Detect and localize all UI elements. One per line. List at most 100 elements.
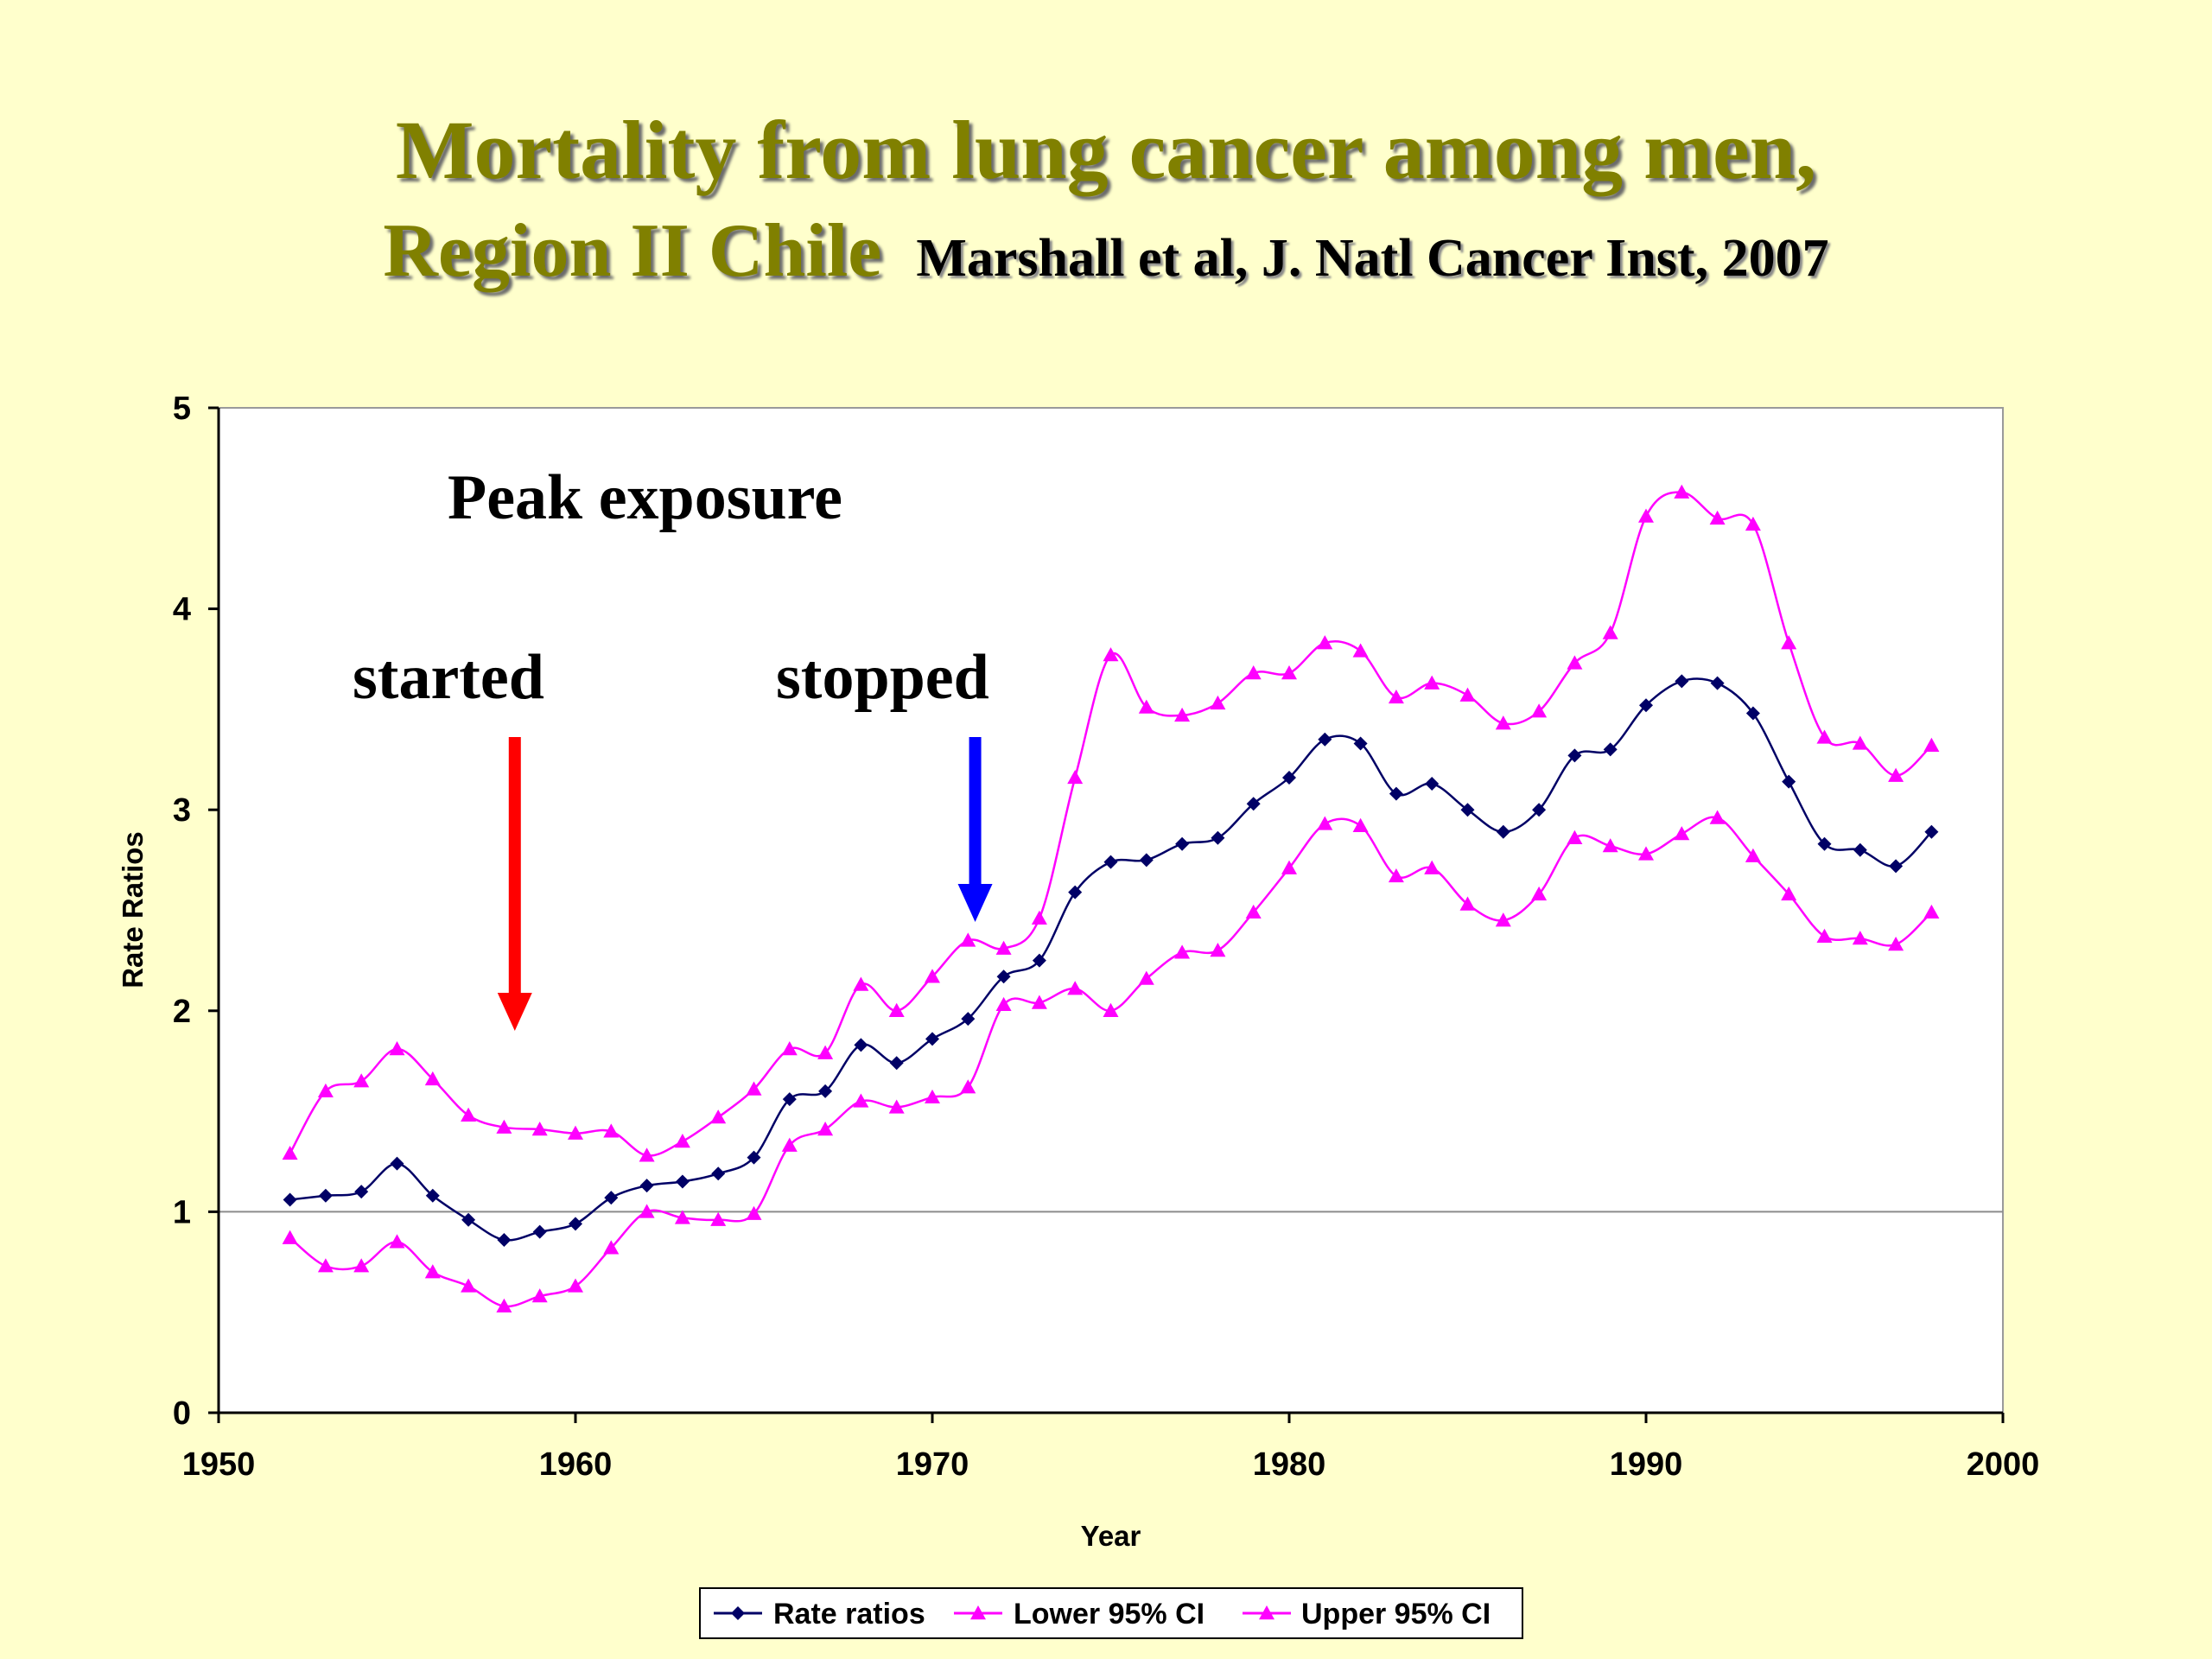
data-point [746, 1081, 762, 1096]
data-point [1675, 674, 1689, 689]
legend-label: Upper 95% CI [1301, 1598, 1491, 1630]
data-point [1425, 776, 1440, 791]
data-point [1495, 715, 1511, 730]
y-tick-label: 3 [173, 792, 191, 829]
data-point [1031, 995, 1047, 1009]
data-point [710, 1109, 727, 1124]
legend-swatch-marker [1259, 1605, 1274, 1620]
data-point [353, 1073, 370, 1088]
data-point [389, 1234, 405, 1249]
data-point [925, 1032, 939, 1046]
data-point [1531, 886, 1548, 901]
data-point [1602, 838, 1618, 853]
series-rate-ratios [283, 674, 1939, 1247]
data-point [747, 1150, 761, 1165]
data-point [960, 1079, 976, 1094]
data-point [317, 1083, 334, 1098]
data-point [960, 932, 976, 947]
data-point [1924, 824, 1939, 839]
data-point [888, 1002, 905, 1017]
legend: Rate ratios Lower 95% CI Upper 95% CI [699, 1587, 1523, 1639]
data-point [1531, 703, 1548, 718]
data-point [318, 1188, 333, 1203]
data-point [1424, 860, 1440, 874]
data-point [569, 1217, 582, 1231]
data-point [1781, 635, 1797, 650]
data-point [496, 1119, 512, 1134]
data-point [1103, 1002, 1119, 1017]
data-point [568, 1278, 583, 1293]
data-point [282, 1230, 298, 1244]
started-arrow [497, 737, 532, 1031]
data-point [1853, 842, 1867, 857]
data-point [1781, 886, 1797, 901]
x-tick-label: 2000 [1967, 1446, 2040, 1483]
data-point [1816, 928, 1833, 943]
data-point [853, 976, 869, 991]
x-tick-label: 1950 [182, 1446, 256, 1483]
data-point [996, 969, 1011, 984]
data-point [283, 1192, 297, 1207]
data-point [497, 1232, 512, 1247]
started-label: started [353, 642, 544, 713]
data-point [995, 996, 1012, 1012]
data-point [1317, 816, 1333, 830]
y-tick-label: 1 [173, 1194, 191, 1230]
data-point [1352, 817, 1369, 833]
data-point [1460, 803, 1475, 817]
data-point [1424, 675, 1440, 690]
title-region: Region II Chile [383, 209, 882, 293]
axes-layer: 0 1 2 3 4 5 1950 1960 1970 1980 1990 2000 Year Rate R… [117, 391, 2039, 1552]
data-point [674, 1210, 690, 1224]
data-point [1245, 904, 1262, 919]
data-point [1138, 699, 1154, 714]
series-layer [282, 484, 1940, 1313]
data-point [1710, 676, 1725, 690]
data-point [568, 1125, 583, 1140]
data-point [1459, 896, 1476, 911]
data-point [1138, 970, 1154, 985]
data-point [1175, 836, 1190, 851]
data-point [1745, 706, 1760, 721]
data-point [424, 1071, 441, 1086]
data-point [1567, 830, 1583, 844]
data-point [1709, 510, 1726, 525]
data-point [1745, 848, 1761, 862]
data-point [1639, 698, 1653, 713]
data-point [282, 1145, 298, 1160]
data-point [1352, 643, 1369, 658]
arrow-shaft [969, 737, 982, 886]
data-point [1889, 859, 1904, 874]
data-point [1067, 769, 1084, 785]
legend-swatch-marker [731, 1606, 745, 1620]
data-point [461, 1212, 476, 1227]
data-point [1245, 665, 1262, 680]
data-point [1103, 647, 1119, 662]
data-point [354, 1185, 369, 1199]
series-lower-95-ci [282, 810, 1940, 1313]
y-tick-label: 4 [173, 592, 191, 628]
data-point [1068, 885, 1083, 899]
data-point [1532, 803, 1547, 817]
y-tick-label: 0 [173, 1395, 191, 1432]
data-point [711, 1166, 726, 1181]
data-point [889, 1056, 904, 1071]
data-point [1709, 810, 1726, 824]
data-point [925, 1089, 940, 1104]
data-point [1389, 786, 1403, 801]
legend-box [699, 1587, 1523, 1639]
data-point [1638, 846, 1654, 861]
data-point [461, 1107, 477, 1122]
data-point [1317, 635, 1333, 650]
x-tick-label: 1960 [539, 1446, 613, 1483]
data-point [1567, 748, 1582, 763]
data-point [1174, 707, 1191, 722]
x-tick-label: 1990 [1610, 1446, 1683, 1483]
data-point [639, 1179, 654, 1193]
data-point [1211, 830, 1225, 845]
data-point [1745, 516, 1761, 531]
data-point [675, 1174, 690, 1189]
data-point [1603, 742, 1618, 757]
data-point [1817, 836, 1832, 851]
data-point [496, 1298, 512, 1313]
